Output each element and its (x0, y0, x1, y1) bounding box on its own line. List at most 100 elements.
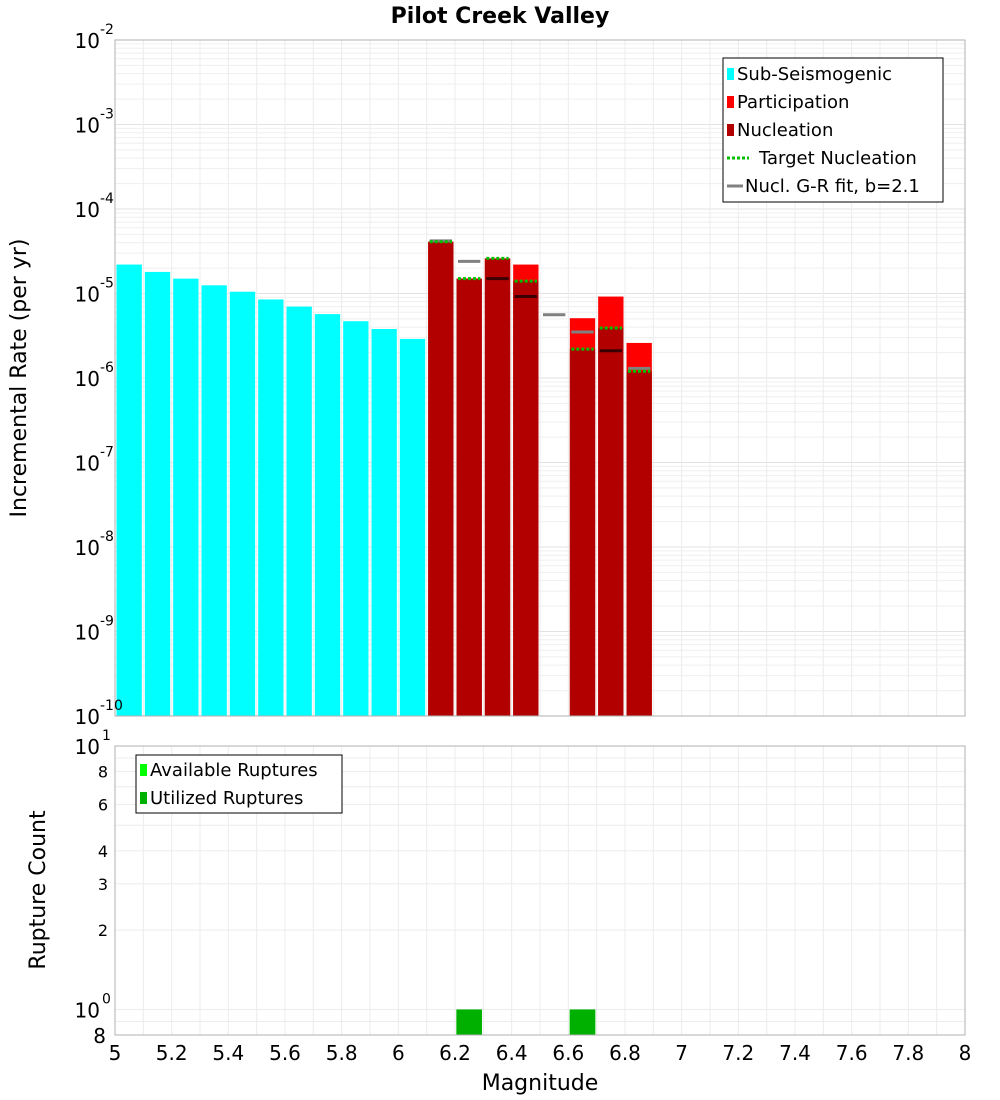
top-y-tick-base: 10 (75, 367, 100, 391)
bottom-legend-entry: Available Ruptures (140, 760, 318, 781)
top-y-tick-base: 10 (75, 452, 100, 476)
bottom-y-tick-minor: 3 (98, 875, 108, 894)
legend-swatch (140, 792, 147, 804)
bottom-y-tick-exponent: 0 (102, 991, 111, 1007)
top-y-tick-exponent: -10 (100, 698, 123, 714)
utilized-ruptures-bar (456, 1009, 482, 1035)
top-legend-entry: Nucl. G-R fit, b=2.1 (727, 176, 920, 197)
bottom-y-tick-base: 10 (75, 735, 100, 759)
bottom-y-tick-minor: 2 (98, 921, 108, 940)
nucleation-bar (456, 278, 482, 716)
nucleation-bar (428, 241, 454, 716)
bottom-y-tick-label: 8 (93, 1024, 106, 1048)
nucleation-bar (598, 328, 624, 716)
top-y-tick-exponent: -9 (100, 614, 114, 630)
sub-seismogenic-bar (258, 299, 284, 716)
sub-seismogenic-bar (201, 285, 227, 716)
top-y-tick-base: 10 (75, 283, 100, 307)
x-axis-label: Magnitude (482, 1071, 599, 1096)
top-y-tick-label: 10 -2 (75, 22, 114, 53)
top-y-tick-label: 10 -7 (75, 445, 114, 476)
sub-seismogenic-bar (144, 271, 171, 716)
top-legend-entry: Participation (727, 92, 849, 113)
x-tick-label: 7.4 (779, 1041, 811, 1065)
top-y-tick-exponent: -2 (100, 22, 114, 38)
legend-label: Nucleation (737, 120, 833, 141)
sub-seismogenic-bar (343, 321, 369, 716)
top-y-tick-base: 10 (75, 705, 100, 729)
legend-swatch (727, 68, 734, 80)
bottom-y-tick-base: 10 (75, 998, 100, 1022)
nucleation-bar (484, 258, 511, 716)
nucleation-bar (569, 349, 596, 716)
x-tick-label: 8 (959, 1041, 972, 1065)
legend-swatch (140, 764, 147, 776)
bottom-y-tick-label: 3 (98, 875, 108, 894)
utilized-ruptures-bar (569, 1009, 596, 1035)
top-legend-entry: Target Nucleation (727, 148, 917, 169)
top-y-tick-label: 10 -10 (75, 698, 123, 729)
top-plot-frame (114, 39, 966, 717)
x-tick-label: 5 (109, 1041, 122, 1065)
nucleation-bar (626, 371, 652, 716)
legend-label: Sub-Seismogenic (737, 64, 892, 85)
x-tick-label: 6.8 (609, 1041, 641, 1065)
bottom-y-tick-label: 10 0 (75, 991, 111, 1022)
bottom-legend-entry: Utilized Ruptures (140, 788, 303, 809)
top-legend-entry: Sub-Seismogenic (727, 64, 892, 85)
bottom-y-tick-minor: 6 (98, 795, 108, 814)
bottom-legend-box (135, 754, 343, 814)
top-y-tick-exponent: -7 (100, 445, 114, 461)
top-y-tick-exponent: -8 (100, 529, 114, 545)
legend-label: Utilized Ruptures (150, 788, 303, 809)
bottom-y-tick-minor: 8 (93, 1024, 106, 1048)
bottom-y-tick-exponent: 1 (102, 728, 111, 744)
bottom-legend: Available Ruptures Utilized Ruptures (135, 754, 343, 814)
sub-seismogenic-bar (371, 329, 397, 716)
top-y-tick-label: 10 -8 (75, 529, 114, 560)
top-y-axis-label: Incremental Rate (per yr) (7, 239, 32, 518)
legend-swatch (727, 96, 734, 108)
bottom-plot-frame (114, 745, 966, 1036)
top-legend: Sub-Seismogenic Participation Nucleation Ta… (722, 57, 944, 203)
bottom-y-tick-label: 2 (98, 921, 108, 940)
top-y-tick-exponent: -3 (100, 107, 114, 123)
legend-label: Available Ruptures (150, 760, 318, 781)
top-y-tick-label: 10 -3 (75, 107, 114, 138)
legend-label: Participation (737, 92, 849, 113)
bottom-y-tick-label: 10 1 (75, 728, 111, 759)
bottom-y-tick-label: 4 (98, 842, 108, 861)
bottom-y-tick-label: 6 (98, 795, 108, 814)
x-tick-label: 6.4 (496, 1041, 528, 1065)
x-tick-label: 5.2 (156, 1041, 188, 1065)
top-y-tick-exponent: -5 (100, 276, 114, 292)
x-tick-label: 5.8 (326, 1041, 358, 1065)
bottom-y-tick-label: 8 (98, 763, 108, 782)
legend-swatch (727, 124, 734, 136)
sub-seismogenic-bar (399, 338, 426, 716)
top-y-tick-exponent: -4 (100, 191, 114, 207)
top-legend-entry: Nucleation (727, 120, 833, 141)
x-tick-label: 6.6 (552, 1041, 584, 1065)
top-legend-box (722, 57, 944, 203)
x-tick-label: 7 (675, 1041, 688, 1065)
bottom-y-axis-label: Rupture Count (26, 810, 51, 970)
top-y-tick-base: 10 (75, 114, 100, 138)
top-y-tick-exponent: -6 (100, 360, 114, 376)
x-tick-label: 5.6 (269, 1041, 301, 1065)
top-y-tick-base: 10 (75, 198, 100, 222)
sub-seismogenic-bar (116, 264, 142, 716)
top-y-tick-label: 10 -5 (75, 276, 114, 307)
top-y-tick-base: 10 (75, 536, 100, 560)
x-tick-label: 6.2 (439, 1041, 471, 1065)
top-y-tick-base: 10 (75, 621, 100, 645)
legend-label: Nucl. G-R fit, b=2.1 (745, 176, 920, 197)
top-y-tick-label: 10 -4 (75, 191, 115, 222)
sub-seismogenic-bar (173, 278, 199, 716)
x-tick-label: 6 (392, 1041, 405, 1065)
sub-seismogenic-bar (314, 314, 341, 716)
x-tick-label: 5.4 (212, 1041, 244, 1065)
